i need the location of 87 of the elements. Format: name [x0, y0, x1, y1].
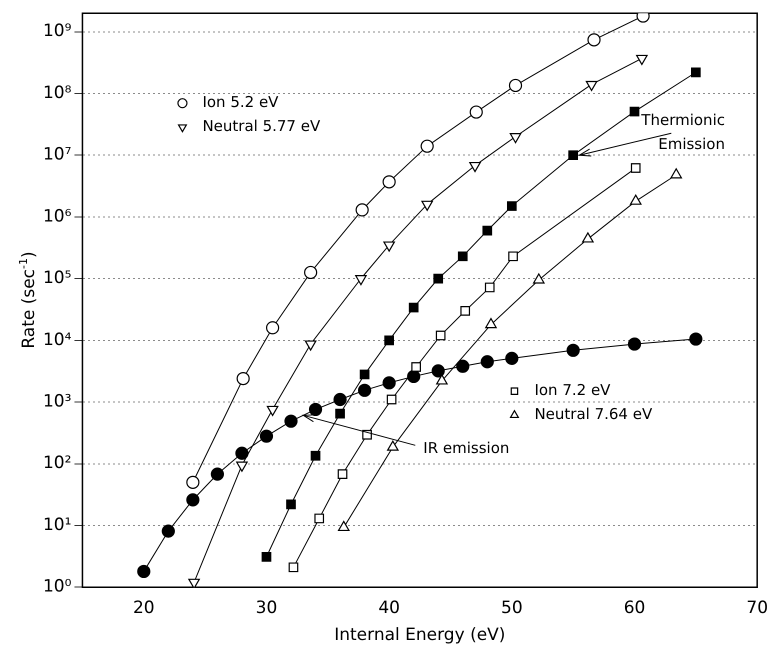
point [338, 469, 348, 479]
point [186, 493, 200, 506]
point [566, 344, 580, 357]
point [382, 376, 396, 390]
point [630, 163, 641, 173]
point [505, 352, 518, 365]
x-axis-title: Internal Energy (eV) [334, 625, 506, 646]
point [162, 524, 175, 538]
point [568, 150, 578, 160]
point [236, 372, 250, 386]
point [356, 203, 369, 216]
point [480, 355, 494, 368]
point [460, 306, 470, 316]
point [310, 450, 320, 461]
y-tick-label: 10⁴ [42, 330, 72, 350]
point [436, 374, 448, 385]
point [284, 414, 298, 428]
point [456, 360, 470, 373]
point [358, 384, 372, 397]
point [355, 275, 367, 286]
point [338, 520, 350, 532]
x-tick-label: 50 [501, 598, 523, 618]
point [433, 274, 444, 284]
point [691, 68, 701, 78]
point [432, 364, 445, 378]
annotation: Thermionic Emission [640, 111, 725, 154]
point [421, 200, 433, 211]
point [260, 430, 274, 443]
point [304, 266, 318, 280]
point [137, 564, 150, 578]
point [458, 251, 468, 262]
point [386, 394, 396, 404]
point [408, 302, 419, 312]
x-tick-label: 60 [624, 598, 646, 618]
y-tick-label: 10⁶ [42, 206, 72, 226]
point [508, 78, 522, 92]
point [510, 133, 522, 144]
y-tick-label: 10² [42, 453, 72, 474]
y-tick-label: 10⁷ [42, 144, 72, 165]
legend-label: Ion 7.2 eV [534, 381, 612, 400]
legend-label: Ion 5.2 eV [202, 93, 280, 112]
point [506, 201, 517, 211]
point [360, 370, 370, 380]
y-tick-label: 10⁰ [42, 576, 72, 597]
point [333, 392, 347, 406]
x-tick-label: 40 [378, 598, 400, 618]
y-tick-label: 10⁸ [42, 82, 72, 103]
point [628, 337, 642, 351]
point [586, 80, 598, 92]
point [210, 468, 224, 481]
legend-label: Neutral 7.64 eV [534, 405, 653, 424]
point [262, 552, 272, 562]
point [482, 226, 492, 236]
point [470, 105, 483, 119]
point [689, 332, 702, 346]
point [266, 321, 280, 334]
point [188, 578, 200, 588]
point [308, 402, 322, 416]
legend-label: Neutral 5.77 eV [202, 117, 321, 136]
point [288, 562, 298, 572]
point [384, 336, 394, 346]
point [630, 106, 640, 116]
point [314, 514, 324, 524]
point [484, 282, 495, 292]
annotation: IR emission [423, 439, 510, 458]
point [508, 251, 518, 262]
x-tick-label: 30 [256, 598, 278, 618]
point [383, 241, 395, 252]
point [304, 340, 316, 351]
x-tick-label: 20 [132, 598, 155, 618]
y-tick-label: 10⁹ [42, 21, 72, 42]
y-tick-label: 10¹ [42, 514, 72, 535]
point [411, 362, 421, 372]
point [235, 446, 249, 460]
point [335, 408, 345, 418]
point [436, 330, 446, 340]
point [587, 33, 601, 46]
point [387, 440, 399, 451]
point [186, 476, 200, 489]
x-tick-label: 70 [746, 598, 768, 618]
point [636, 54, 648, 66]
point [286, 500, 296, 510]
point [469, 162, 481, 172]
point [420, 140, 434, 153]
y-tick-label: 10³ [42, 391, 72, 412]
y-tick-label: 10⁵ [42, 268, 72, 288]
point [382, 175, 396, 188]
